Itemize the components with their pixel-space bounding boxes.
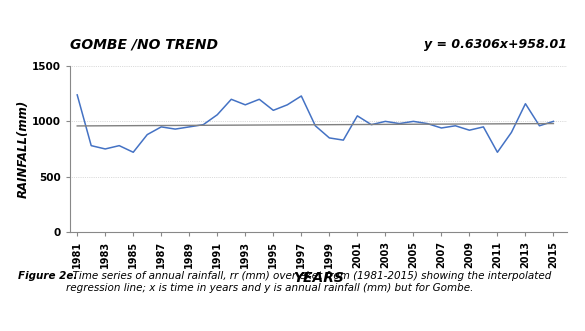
X-axis label: YEARS: YEARS xyxy=(294,271,344,285)
Y-axis label: RAINFALL(mm): RAINFALL(mm) xyxy=(16,100,29,198)
Text: Figure 2e.: Figure 2e. xyxy=(18,271,77,281)
Text: y = 0.6306x+958.01: y = 0.6306x+958.01 xyxy=(425,38,567,51)
Text: GOMBE /NO TREND: GOMBE /NO TREND xyxy=(70,37,218,51)
Text: Time series of annual rainfall, rr (mm) over eket from (1981-2015) showing the i: Time series of annual rainfall, rr (mm) … xyxy=(66,271,551,293)
